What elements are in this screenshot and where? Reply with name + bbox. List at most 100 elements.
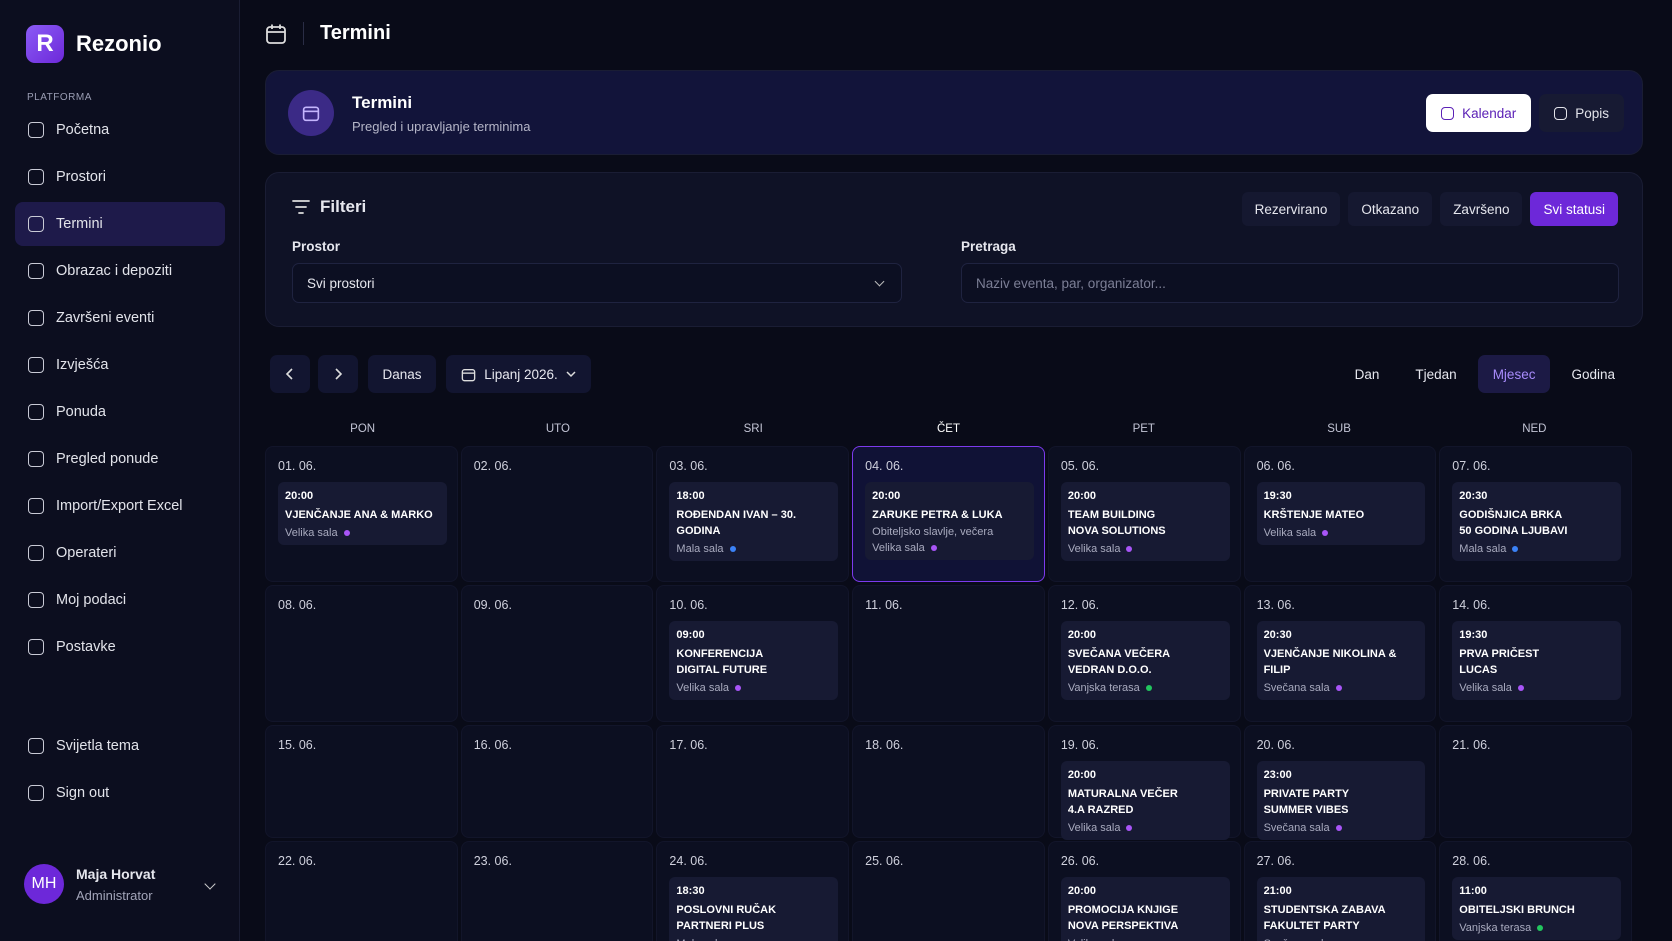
day-cell[interactable]: 15. 06. xyxy=(265,725,458,838)
nav-item[interactable]: Pregled ponude xyxy=(15,437,225,481)
day-cell[interactable]: 12. 06. 20:00 SVEČANA VEČERA VEDRAN D.O.O. V… xyxy=(1047,585,1241,722)
event-title: PRIVATE PARTY xyxy=(1263,788,1350,800)
day-cell[interactable]: 06. 06. 19:30 KRŠTENJE MATEO Velika sala xyxy=(1243,446,1437,582)
event-card[interactable]: 23:00 PRIVATE PARTY SUMMER VIBES Svečana sa… xyxy=(1256,761,1426,840)
day-cell[interactable]: 23. 06. xyxy=(460,841,654,941)
nav-item[interactable]: Završeni eventi xyxy=(15,296,225,340)
event-card[interactable]: 20:30 GODIŠNJICA BRKA 50 GODINA LJUBAVI Mal… xyxy=(1452,482,1621,561)
nav-icon xyxy=(28,122,44,138)
calendar-view[interactable]: Tjedan xyxy=(1415,366,1457,382)
event-time: 20:00 xyxy=(1067,769,1096,781)
nav-item[interactable]: Početna xyxy=(15,108,225,152)
user-role: Administrator xyxy=(76,887,153,903)
status-filter[interactable]: Otkazano xyxy=(1348,192,1433,226)
event-title: FAKULTET PARTY xyxy=(1263,920,1360,932)
event-room: Vanjska terasa xyxy=(1068,682,1224,694)
day-number: 12. 06. xyxy=(1060,598,1100,612)
day-cell[interactable]: 01. 06. 20:00 VJENČANJE ANA & MARKO Velika … xyxy=(265,446,458,582)
nav-item[interactable]: Moj podaci xyxy=(15,578,225,622)
day-cell[interactable]: 17. 06. xyxy=(656,725,850,838)
day-cell[interactable]: 08. 06. xyxy=(265,585,458,722)
nav-item[interactable]: Izvješća xyxy=(15,343,225,387)
nav-item[interactable]: Ponuda xyxy=(15,390,225,434)
calendar-controls: Danas Lipanj 2026. Dan Tjedan Mjesec Godina xyxy=(270,355,1630,393)
today-button[interactable]: Danas xyxy=(368,355,436,393)
day-cell[interactable]: 16. 06. xyxy=(460,725,654,838)
day-cell[interactable]: 22. 06. xyxy=(265,841,458,941)
event-card[interactable]: 21:00 STUDENTSKA ZABAVA FAKULTET PARTY Sveč… xyxy=(1256,877,1426,941)
day-cell[interactable]: 27. 06. 21:00 STUDENTSKA ZABAVA FAKULTET PA… xyxy=(1243,841,1437,941)
nav-item[interactable]: Prostori xyxy=(15,155,225,199)
day-cell[interactable]: 09. 06. xyxy=(460,585,654,722)
calendar-view[interactable]: Mjesec xyxy=(1477,355,1551,393)
nav-item[interactable]: Sign out xyxy=(15,771,225,815)
event-title: PRVA PRIČEST xyxy=(1459,648,1540,660)
calendar-view[interactable]: Dan xyxy=(1354,366,1380,382)
space-select[interactable]: Svi prostori xyxy=(292,263,902,303)
event-room: Velika sala xyxy=(1264,527,1420,539)
event-card[interactable]: 19:30 KRŠTENJE MATEO Velika sala xyxy=(1256,482,1426,545)
nav-item[interactable]: Import/Export Excel xyxy=(15,484,225,528)
event-card[interactable]: 09:00 KONFERENCIJA DIGITAL FUTURE Velika sa… xyxy=(669,621,839,700)
day-cell[interactable]: 07. 06. 20:30 GODIŠNJICA BRKA 50 GODINA LJU… xyxy=(1439,446,1632,582)
event-card[interactable]: 20:00 MATURALNA VEČER 4.A RAZRED Velika sal… xyxy=(1060,761,1230,840)
day-cell[interactable]: 03. 06. 18:00 ROĐENDAN IVAN – 30. GODINA Ma… xyxy=(656,446,850,582)
search-input[interactable]: Naziv eventa, par, organizator... xyxy=(961,263,1619,303)
event-card[interactable]: 18:00 ROĐENDAN IVAN – 30. GODINA Mala sala xyxy=(669,482,839,561)
day-cell[interactable]: 20. 06. 23:00 PRIVATE PARTY SUMMER VIBES Sve… xyxy=(1243,725,1437,840)
day-cell[interactable]: 19. 06. 20:00 MATURALNA VEČER 4.A RAZRED Vel… xyxy=(1047,725,1241,840)
nav-item[interactable]: Operateri xyxy=(15,531,225,575)
day-number: 05. 06. xyxy=(1060,459,1100,473)
day-cell[interactable]: 13. 06. 20:30 VJENČANJE NIKOLINA & FILIP Sv… xyxy=(1243,585,1437,722)
event-time: 20:30 xyxy=(1459,490,1488,502)
day-cell[interactable]: 10. 06. 09:00 KONFERENCIJA DIGITAL FUTURE Ve… xyxy=(656,585,850,722)
user-menu[interactable]: MH Maja Horvat Administrator xyxy=(24,864,216,904)
status-filter[interactable]: Rezervirano xyxy=(1241,192,1341,226)
day-cell[interactable]: 26. 06. 20:00 PROMOCIJA KNJIGE NOVA PERSPEK… xyxy=(1047,841,1241,941)
event-card[interactable]: 11:00 OBITELJSKI BRUNCH Vanjska terasa xyxy=(1452,877,1621,940)
event-card[interactable]: 19:30 PRVA PRIČEST LUCAS Velika sala xyxy=(1452,621,1621,700)
prev-button[interactable] xyxy=(270,355,310,393)
day-cell[interactable]: 24. 06. 18:30 POSLOVNI RUČAK PARTNERI PLUS M… xyxy=(656,841,850,941)
event-time: 20:00 xyxy=(285,490,314,502)
room-name: Velika sala xyxy=(676,682,730,694)
view-button[interactable]: Kalendar xyxy=(1426,94,1532,132)
event-card[interactable]: 20:00 SVEČANA VEČERA VEDRAN D.O.O. Vanjska … xyxy=(1060,621,1230,700)
event-card[interactable]: 20:00 VJENČANJE ANA & MARKO Velika sala xyxy=(278,482,447,545)
nav-item[interactable]: Obrazac i depoziti xyxy=(15,249,225,293)
status-filter[interactable]: Svi statusi xyxy=(1530,192,1618,226)
weekday: ČET xyxy=(936,423,960,435)
day-cell[interactable]: 11. 06. xyxy=(852,585,1045,722)
day-cell[interactable]: 05. 06. 20:00 TEAM BUILDING NOVA SOLUTIONS V… xyxy=(1047,446,1241,582)
day-cell[interactable]: 02. 06. xyxy=(460,446,654,582)
room-name: Svečana sala xyxy=(1263,682,1330,694)
event-card[interactable]: 20:00 TEAM BUILDING NOVA SOLUTIONS Velika s… xyxy=(1060,482,1230,561)
event-card[interactable]: 20:30 VJENČANJE NIKOLINA & FILIP Svečana s… xyxy=(1256,621,1426,700)
nav-item[interactable]: Svijetla tema xyxy=(15,724,225,768)
nav-item[interactable]: Postavke xyxy=(15,625,225,669)
filters-card: Filteri Rezervirano Otkazano Završeno Svi s… xyxy=(265,172,1643,327)
next-button[interactable] xyxy=(318,355,358,393)
day-cell[interactable]: 04. 06. 20:00 ZARUKE PETRA & LUKA Obiteljsk… xyxy=(852,446,1045,582)
event-card[interactable]: 20:00 ZARUKE PETRA & LUKA Obiteljsko slavl… xyxy=(865,482,1034,560)
day-cell[interactable]: 25. 06. xyxy=(852,841,1045,941)
view-button[interactable]: Popis xyxy=(1539,94,1624,132)
month-picker[interactable]: Lipanj 2026. xyxy=(446,355,591,393)
room-name: Velika sala xyxy=(1459,682,1512,694)
weekday: PET xyxy=(1132,423,1155,435)
nav-item[interactable]: Termini xyxy=(15,202,225,246)
brand[interactable]: R Rezonio xyxy=(26,25,162,63)
nav-label: Import/Export Excel xyxy=(56,498,183,514)
event-card[interactable]: 18:30 POSLOVNI RUČAK PARTNERI PLUS Mala sal… xyxy=(669,877,839,941)
event-room: Mala sala xyxy=(1459,543,1615,555)
calendar-view[interactable]: Godina xyxy=(1571,366,1615,382)
event-title: VJENČANJE ANA & MARKO xyxy=(285,509,433,521)
day-cell[interactable]: 28. 06. 11:00 OBITELJSKI BRUNCH Vanjska ter… xyxy=(1439,841,1632,941)
day-cell[interactable]: 21. 06. xyxy=(1439,725,1632,838)
day-cell[interactable]: 14. 06. 19:30 PRVA PRIČEST LUCAS Velika sala xyxy=(1439,585,1632,722)
event-card[interactable]: 20:00 PROMOCIJA KNJIGE NOVA PERSPEKTIVA Vel… xyxy=(1060,877,1230,941)
nav-label: Sign out xyxy=(56,785,110,801)
day-cell[interactable]: 18. 06. xyxy=(852,725,1045,838)
status-filter[interactable]: Završeno xyxy=(1440,192,1523,226)
month-grid: 01. 06. 20:00 VJENČANJE ANA & MARKO Velika … xyxy=(265,446,1632,941)
